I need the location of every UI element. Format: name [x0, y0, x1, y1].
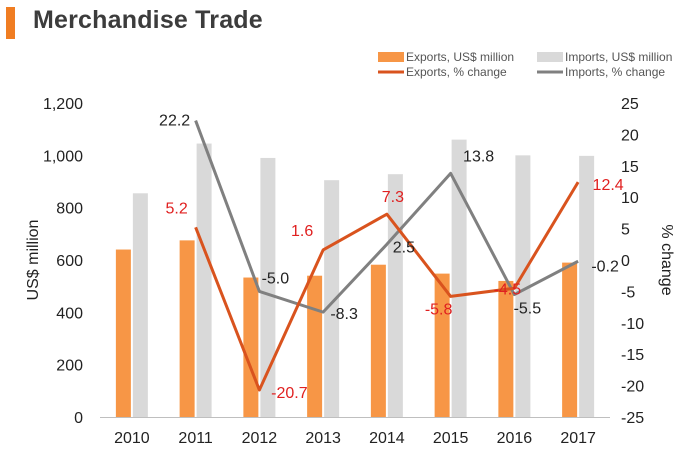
x-tick-label: 2014 [369, 430, 405, 447]
exports-change-label: 12.4 [593, 177, 624, 194]
x-tick-label: 2016 [497, 430, 533, 447]
lines-layer [194, 120, 580, 392]
y-tick-label: 1,000 [43, 148, 83, 165]
y2-tick-label: 20 [621, 127, 639, 144]
y2-tick-label: 0 [621, 253, 630, 270]
imports-bar [324, 180, 340, 417]
imports-bar [579, 155, 595, 417]
y2-tick-label: 10 [621, 190, 639, 207]
y2-tick-label: -10 [621, 316, 644, 333]
data-labels-layer: 5.2 22.2 -20.7 -5.0 1.6 -8.3 7.3 2.5 -5.8 13.8 -4.… [159, 113, 624, 402]
y2-tick-label: 5 [621, 222, 630, 239]
chart-header: Merchandise Trade [0, 0, 700, 48]
y2-tick-label: 15 [621, 159, 639, 176]
page-title: Merchandise Trade [33, 6, 263, 34]
imports-change-label: -5.5 [514, 301, 542, 318]
imports-change-label: 22.2 [159, 113, 190, 130]
imports-bar [196, 143, 212, 417]
y2-tick-label: 25 [621, 96, 639, 113]
imports-change-label: 2.5 [393, 239, 415, 256]
exports-change-label: -4.5 [494, 281, 522, 298]
exports-change-label: -20.7 [271, 385, 308, 402]
legend-imports-bar-swatch [537, 52, 563, 62]
y-tick-label: 400 [56, 305, 83, 322]
exports-bar [115, 249, 131, 417]
exports-bar [179, 240, 195, 417]
x-tick-label: 2015 [433, 430, 469, 447]
imports-change-label: -0.2 [591, 258, 619, 275]
x-tick-label: 2011 [178, 430, 213, 447]
legend-exports-line-label: Exports, % change [406, 65, 507, 79]
exports-change-label: 1.6 [291, 223, 313, 240]
x-tick-label: 2010 [114, 430, 150, 447]
imports-bar [515, 155, 531, 418]
imports-bar [132, 193, 148, 417]
y2-tick-label: -20 [621, 379, 644, 396]
legend-exports-bar-label: Exports, US$ million [406, 50, 514, 64]
exports-bar [243, 277, 259, 417]
exports-bar [307, 275, 323, 417]
y-tick-label: 200 [56, 358, 83, 375]
exports-change-line [194, 181, 580, 392]
bars-layer [115, 139, 595, 418]
legend-imports-bar-label: Imports, US$ million [565, 50, 672, 64]
y2-tick-label: -15 [621, 347, 644, 364]
exports-bar [370, 264, 386, 417]
y2-axis-title: % change [658, 224, 675, 295]
x-tick-label: 2012 [242, 430, 278, 447]
x-tick-label: 2017 [560, 430, 596, 447]
imports-bar [260, 157, 276, 417]
legend: Exports, US$ million Imports, US$ million… [378, 50, 672, 79]
y-tick-label: 1,200 [43, 96, 83, 113]
imports-change-label: 13.8 [463, 148, 494, 165]
imports-bar [387, 174, 403, 417]
imports-bar [451, 139, 467, 417]
legend-imports-line-label: Imports, % change [565, 65, 665, 79]
exports-bar [434, 273, 450, 417]
exports-change-label: 5.2 [166, 200, 188, 217]
x-tick-label: 2013 [305, 430, 341, 447]
y2-tick-label: -5 [621, 284, 635, 301]
y-tick-label: 800 [56, 201, 83, 218]
imports-change-line [194, 120, 579, 314]
y2-tick-label: -25 [621, 410, 644, 427]
exports-bar [498, 280, 514, 417]
y-tick-label: 0 [74, 410, 83, 427]
imports-change-label: -8.3 [330, 306, 358, 323]
y-axis-title: US$ million [25, 220, 42, 301]
axes-layer: 2010 2011 2012 2013 2014 2015 2016 201702004006… [25, 96, 675, 447]
exports-change-label: -5.8 [425, 301, 453, 318]
title-accent-bar [6, 7, 15, 39]
y-tick-label: 600 [56, 253, 83, 270]
legend-exports-bar-swatch [378, 52, 404, 62]
imports-change-label: -5.0 [262, 270, 290, 287]
exports-change-label: 7.3 [382, 189, 404, 206]
exports-bar [562, 262, 578, 417]
